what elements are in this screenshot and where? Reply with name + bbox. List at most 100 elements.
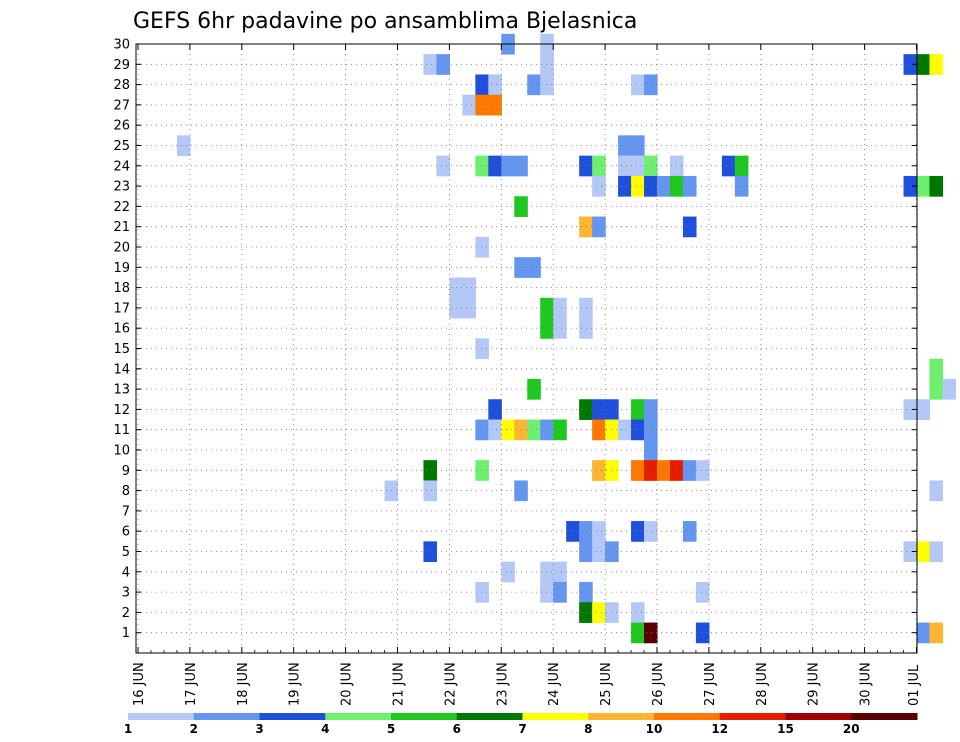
heat-cell [423, 480, 438, 502]
heat-cell [462, 297, 476, 319]
heat-cell [631, 135, 645, 157]
heat-cell [553, 318, 567, 339]
legend-label: 2 [190, 722, 198, 736]
y-tick-label: 15 [113, 342, 130, 357]
heat-cell [540, 318, 554, 339]
legend-label: 20 [843, 722, 860, 736]
heat-cell [475, 419, 489, 441]
heat-cell [553, 561, 567, 583]
x-axis: 16 JUN 17 JUN 18 JUN 19 JUN 20 JUN 21 JUN 22 J… [132, 44, 922, 706]
y-tick-label: 22 [113, 200, 130, 215]
heat-cell [929, 622, 944, 644]
heat-cell [644, 460, 658, 481]
y-tick-label: 8 [122, 484, 130, 499]
heat-cell [527, 419, 541, 441]
heat-cell [553, 297, 567, 319]
x-tick-label: 01 JUL [907, 664, 922, 706]
y-tick-label: 23 [113, 180, 130, 195]
x-tick-label: 26 JUN [651, 662, 666, 706]
heat-cell [436, 54, 450, 75]
heat-cell [916, 175, 931, 197]
x-tick-label: 18 JUN [236, 662, 251, 706]
y-axis: 1234567891011121314151617181920212223242… [113, 38, 917, 641]
legend-swatch [851, 713, 918, 720]
heat-cell [475, 94, 489, 116]
y-tick-label: 27 [113, 98, 130, 113]
heat-cell [475, 155, 489, 177]
y-tick-label: 9 [122, 464, 130, 479]
heat-cell [592, 419, 606, 441]
heat-cell [592, 541, 606, 563]
y-tick-label: 21 [113, 220, 130, 235]
heat-cell [929, 480, 944, 502]
y-tick-label: 11 [113, 423, 130, 438]
y-tick-label: 28 [113, 78, 130, 93]
heat-cell [579, 581, 593, 603]
legend-label: 4 [321, 722, 329, 736]
legend-swatch [522, 713, 589, 720]
y-tick-label: 6 [122, 525, 130, 540]
heat-cell [592, 175, 606, 197]
heat-cell [592, 521, 606, 542]
heat-cell [657, 175, 671, 197]
heat-cell [695, 581, 710, 603]
heat-cell [916, 541, 931, 563]
heat-cell [631, 399, 645, 420]
y-tick-label: 30 [113, 38, 130, 53]
heat-cell [579, 216, 593, 238]
legend-label: 7 [518, 722, 526, 736]
heat-cell [540, 419, 554, 441]
heat-cell [682, 216, 697, 238]
heat-cell [527, 257, 541, 278]
legend-swatch [588, 713, 655, 720]
legend-swatch [719, 713, 786, 720]
x-tick-label: 16 JUN [132, 662, 147, 706]
legend-label: 1 [124, 722, 132, 736]
x-tick-label: 22 JUN [443, 662, 458, 706]
legend-label: 15 [777, 722, 794, 736]
y-tick-label: 19 [113, 261, 130, 276]
x-tick-label: 19 JUN [288, 662, 303, 706]
heat-cell [579, 318, 593, 339]
heat-cell [579, 155, 593, 177]
legend-label: 8 [584, 722, 592, 736]
y-tick-label: 2 [122, 606, 130, 621]
heat-cell [501, 419, 515, 441]
heat-cell [488, 419, 502, 441]
heat-cell [579, 521, 593, 542]
x-tick-label: 17 JUN [184, 662, 199, 706]
heat-cell [618, 419, 632, 441]
chart-title: GEFS 6hr padavine po ansamblima Bjelasni… [133, 9, 637, 34]
heat-cell [475, 460, 489, 481]
y-tick-label: 29 [113, 58, 130, 73]
heat-cell [929, 175, 944, 197]
heat-cell [929, 541, 944, 563]
heat-cell [631, 155, 645, 177]
heat-cell [592, 216, 606, 238]
heat-cell [644, 622, 658, 644]
heat-cell [592, 460, 606, 481]
y-tick-label: 26 [113, 119, 130, 134]
heat-cell [644, 155, 658, 177]
y-tick-label: 25 [113, 139, 130, 154]
heat-cell [644, 419, 658, 441]
legend-swatch [325, 713, 392, 720]
heat-cell [631, 521, 645, 542]
heat-cell [423, 460, 438, 481]
heat-cell [916, 399, 931, 420]
heat-cell [644, 521, 658, 542]
heat-cell [436, 155, 450, 177]
heat-cell [566, 521, 580, 542]
heat-cell [631, 74, 645, 96]
x-tick-label: 25 JUN [599, 662, 614, 706]
heat-cell [475, 338, 489, 360]
heat-cell [423, 541, 438, 563]
legend-swatch [259, 713, 326, 720]
heat-cell [657, 460, 671, 481]
legend-label: 6 [453, 722, 461, 736]
y-tick-label: 10 [113, 444, 130, 459]
legend-swatch [193, 713, 260, 720]
legend-label: 10 [646, 722, 663, 736]
y-tick-label: 20 [113, 241, 130, 256]
heat-cell [644, 175, 658, 197]
